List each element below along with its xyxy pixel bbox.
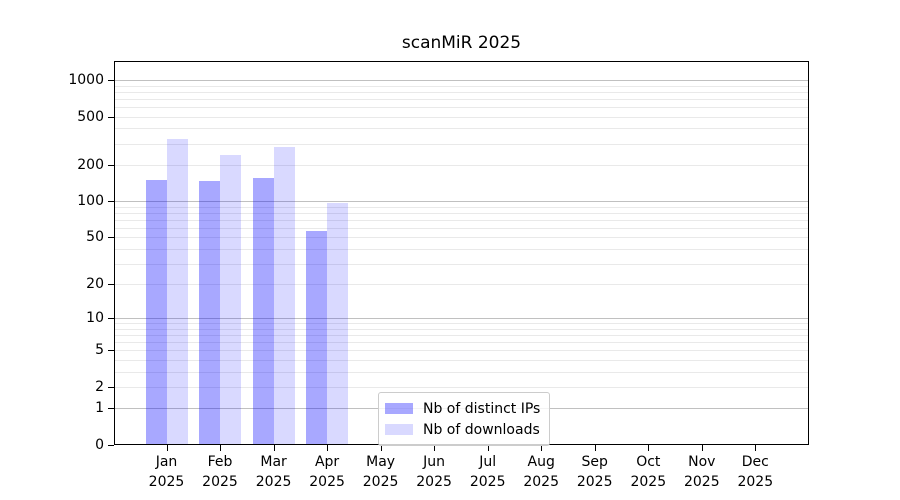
gridline-minor	[115, 206, 808, 208]
x-tick	[702, 445, 703, 451]
gridline-minor	[115, 143, 808, 145]
legend-label-distinct-ips: Nb of distinct IPs	[423, 400, 541, 417]
gridline-minor	[115, 371, 808, 373]
gridline-minor	[115, 128, 808, 130]
gridline-major	[115, 318, 808, 320]
y-tick-label: 100	[77, 193, 104, 210]
gridline-minor	[115, 164, 808, 166]
y-tick-label: 1000	[68, 72, 104, 88]
x-tick	[220, 445, 221, 451]
gridline-minor	[115, 107, 808, 108]
legend: Nb of distinct IPs Nb of downloads	[378, 392, 551, 446]
x-tick-label-sep: Sep 2025	[576, 454, 613, 490]
x-tick	[381, 445, 382, 451]
gridline-minor	[115, 212, 808, 214]
legend-swatch-distinct-ips	[385, 403, 413, 414]
y-tick-label: 1	[95, 400, 104, 417]
legend-item-distinct-ips: Nb of distinct IPs	[385, 398, 540, 419]
y-tick	[108, 387, 114, 388]
gridline-minor	[115, 263, 808, 265]
y-tick	[108, 164, 114, 166]
y-tick-label: 500	[77, 108, 104, 125]
y-tick	[108, 201, 114, 203]
y-tick-label: 200	[77, 156, 104, 173]
x-tick-label-may: May 2025	[362, 454, 399, 490]
x-tick	[327, 445, 328, 451]
gridline-minor	[115, 350, 808, 352]
y-tick	[108, 445, 114, 446]
y-tick-label: 20	[86, 276, 104, 293]
x-tick-label-aug: Aug 2025	[523, 454, 559, 490]
x-tick	[755, 445, 756, 451]
legend-item-downloads: Nb of downloads	[385, 419, 540, 440]
x-tick-label-nov: Nov 2025	[683, 454, 720, 490]
gridline-minor	[115, 91, 808, 93]
gridline-minor	[115, 387, 808, 388]
gridline-minor	[115, 85, 808, 87]
y-tick-label: 50	[86, 229, 104, 246]
y-tick	[108, 284, 114, 286]
bar-distinct-ips-mar	[252, 177, 274, 444]
x-tick	[541, 445, 542, 451]
bar-distinct-ips-apr	[306, 230, 328, 444]
x-tick	[434, 445, 435, 451]
bar-distinct-ips-jan	[145, 180, 167, 444]
gridline-minor	[115, 284, 808, 286]
bar-distinct-ips-feb	[199, 181, 220, 444]
legend-label-downloads: Nb of downloads	[423, 421, 540, 438]
x-tick-label-dec: Dec 2025	[737, 454, 774, 490]
y-tick	[108, 350, 114, 352]
gridline-minor	[115, 342, 808, 344]
x-tick	[274, 445, 275, 451]
plot-area	[114, 61, 809, 445]
y-tick-label: 2	[95, 379, 104, 395]
x-tick-label-oct: Oct 2025	[630, 454, 667, 490]
y-tick-label: 5	[95, 342, 104, 359]
x-tick-label-mar: Mar 2025	[255, 454, 292, 490]
y-tick	[108, 318, 114, 320]
gridline-major	[115, 80, 808, 81]
gridline-minor	[115, 116, 808, 118]
gridline-minor	[115, 248, 808, 250]
x-tick	[488, 445, 489, 451]
x-tick	[648, 445, 649, 451]
x-tick-label-feb: Feb 2025	[202, 454, 238, 490]
x-tick-label-jun: Jun 2025	[416, 454, 452, 490]
x-tick	[595, 445, 596, 451]
gridline-minor	[115, 335, 808, 337]
legend-swatch-downloads	[385, 424, 413, 435]
y-tick	[108, 80, 114, 81]
gridline-minor	[115, 219, 808, 221]
x-tick-label-apr: Apr 2025	[309, 454, 345, 490]
gridline-minor	[115, 323, 808, 325]
x-tick-label-jan: Jan 2025	[148, 454, 185, 490]
bar-downloads-jan	[166, 138, 188, 444]
gridline-major	[115, 201, 808, 203]
y-tick	[108, 408, 114, 410]
gridline-minor	[115, 360, 808, 361]
gridline-minor	[115, 328, 808, 330]
y-tick-label: 0	[95, 437, 104, 453]
y-tick	[108, 237, 114, 239]
gridline-minor	[115, 98, 808, 100]
gridline-minor	[115, 227, 808, 229]
y-tick-label: 10	[86, 310, 104, 327]
gridline-minor	[115, 237, 808, 239]
x-tick	[167, 445, 168, 451]
x-tick-label-jul: Jul 2025	[469, 454, 506, 490]
bar-downloads-apr	[327, 203, 349, 444]
bar-downloads-feb	[220, 155, 241, 444]
bar-downloads-mar	[273, 147, 295, 444]
chart-title: scanMiR 2025	[401, 33, 522, 53]
y-tick	[108, 116, 114, 118]
